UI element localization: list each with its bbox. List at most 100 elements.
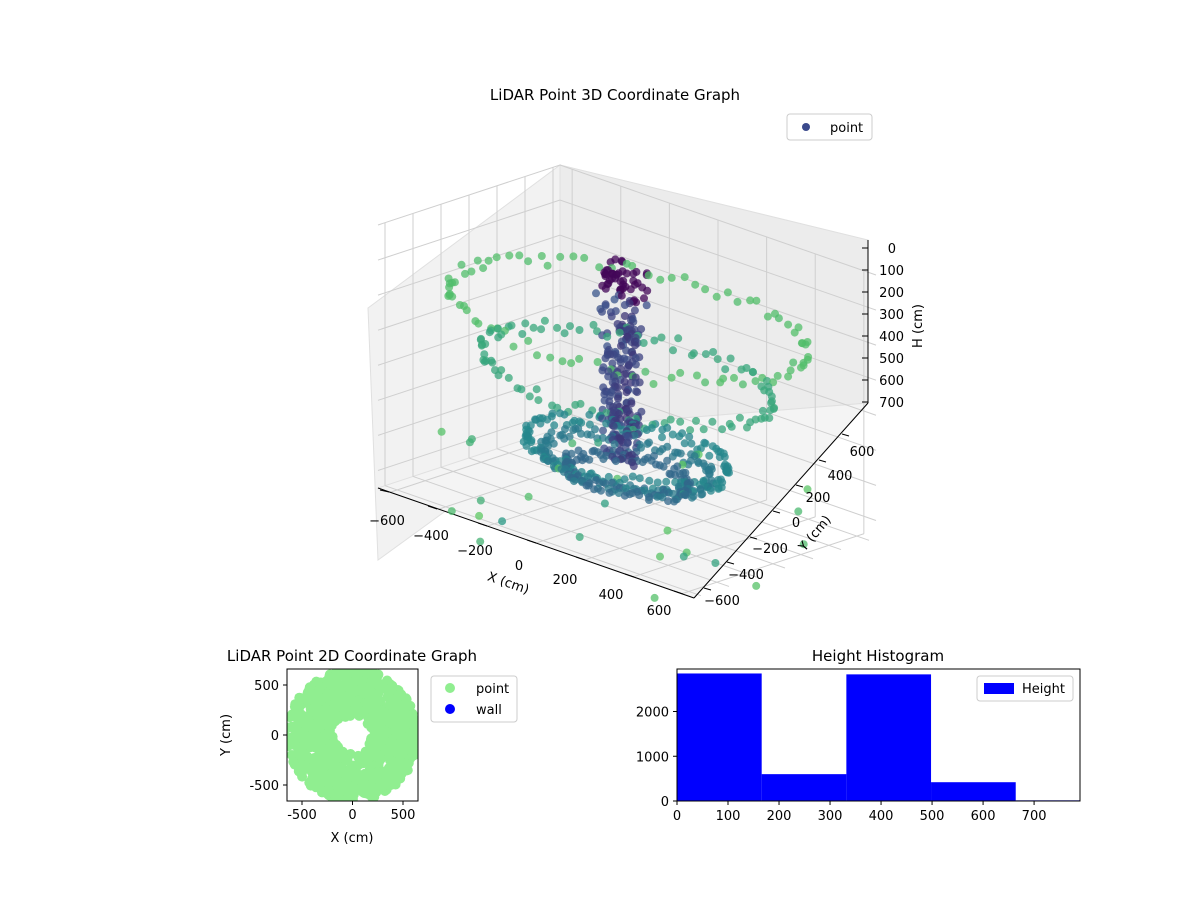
grid-line <box>377 199 877 311</box>
data-point-3d <box>656 275 665 284</box>
data-point-3d <box>556 252 565 261</box>
data-point-3d <box>630 306 639 315</box>
data-point-3d <box>546 353 555 362</box>
data-point-3d <box>752 581 761 590</box>
data-point-3d <box>718 425 727 434</box>
data-point-3d <box>663 526 672 535</box>
data-point-3d <box>475 511 484 520</box>
data-point-2d <box>303 694 314 705</box>
data-point-2d <box>379 683 390 694</box>
x-ticks-3d: −600 −400 −200 0 200 400 600 <box>369 489 684 619</box>
histogram-x-tick-label: 200 <box>767 809 792 824</box>
data-point-2d <box>313 694 324 705</box>
data-point-2d <box>405 700 416 711</box>
y-tick-label: 200 <box>806 491 831 506</box>
y-tick-label-2d: 500 <box>254 679 279 694</box>
y-axis-label-2d: Y (cm) <box>219 714 234 757</box>
data-point-3d <box>657 333 666 342</box>
data-point-3d <box>504 373 513 382</box>
data-point-3d <box>676 417 685 426</box>
data-point-3d <box>645 476 654 485</box>
grid-line <box>468 457 786 569</box>
data-point-3d <box>620 370 629 379</box>
y-axis-line <box>693 402 869 599</box>
data-point-3d <box>604 472 613 481</box>
data-point-3d <box>620 301 629 309</box>
data-point-3d <box>540 316 549 325</box>
data-point-3d <box>532 385 541 394</box>
data-point-2d <box>366 670 377 681</box>
data-point-3d <box>699 425 708 434</box>
data-point-2d <box>336 690 347 701</box>
data-point-3d <box>606 258 615 267</box>
data-point-3d <box>675 432 684 441</box>
data-point-3d <box>536 419 545 428</box>
data-point-3d <box>505 251 514 260</box>
data-point-3d <box>681 491 690 500</box>
data-point-3d <box>595 263 604 272</box>
data-point-2d <box>384 743 395 754</box>
data-point-3d <box>465 438 474 447</box>
data-point-2d <box>322 691 333 702</box>
data-point-3d <box>714 484 723 493</box>
data-point-3d <box>692 416 700 425</box>
data-point-3d <box>537 252 546 260</box>
data-point-3d <box>751 377 760 386</box>
data-point-3d <box>726 354 735 363</box>
data-point-3d <box>543 415 552 424</box>
data-point-3d <box>697 490 706 499</box>
data-point-2d <box>326 743 337 754</box>
data-point-3d <box>494 324 502 333</box>
data-point-3d <box>494 371 503 380</box>
data-point-3d <box>599 455 608 464</box>
data-point-2d <box>368 710 378 721</box>
z-axis-label-3d: H (cm) <box>911 304 926 348</box>
data-point-3d <box>687 439 696 448</box>
data-point-3d <box>509 342 518 351</box>
data-point-3d <box>457 260 466 269</box>
data-point-3d <box>485 328 494 337</box>
data-point-3d <box>644 271 653 280</box>
x-tick-label: 400 <box>599 588 624 603</box>
data-point-2d <box>304 777 315 788</box>
data-point-3d <box>629 462 638 471</box>
data-point-3d <box>445 283 454 292</box>
legend-2d: point wall <box>430 675 518 723</box>
histogram-bar <box>677 673 762 801</box>
data-point-3d <box>437 427 446 436</box>
x-tick-label: 0 <box>515 559 523 574</box>
data-point-3d <box>602 408 611 417</box>
data-point-3d <box>524 492 533 501</box>
data-point-2d <box>366 791 377 801</box>
data-point-3d <box>607 312 616 321</box>
data-point-3d <box>585 410 594 419</box>
data-point-3d <box>575 354 584 363</box>
data-point-3d <box>712 292 721 301</box>
data-point-2d <box>395 729 406 740</box>
data-point-3d <box>701 285 710 294</box>
data-point-2d <box>393 690 404 701</box>
histogram-x-tick-label: 500 <box>920 809 945 824</box>
data-point-3d <box>484 256 493 265</box>
data-point-3d <box>671 471 680 480</box>
y-axis-label-3d: Y (cm) <box>795 513 834 556</box>
data-point-2d <box>369 737 380 748</box>
data-point-3d <box>669 346 677 355</box>
legend-histogram: Height <box>976 675 1074 702</box>
data-point-2d <box>302 751 313 762</box>
plot-3d-title: LiDAR Point 3D Coordinate Graph <box>490 86 740 104</box>
histogram-x-tick-label: 400 <box>869 809 894 824</box>
data-point-3d <box>577 429 585 438</box>
data-point-3d <box>616 358 625 367</box>
data-point-3d <box>797 363 805 372</box>
data-point-3d <box>628 261 637 270</box>
data-point-3d <box>708 417 717 426</box>
histogram-x-tick-label: 300 <box>818 809 843 824</box>
grid-line <box>584 499 767 561</box>
data-point-3d <box>643 286 652 295</box>
data-point-3d <box>666 415 675 424</box>
data-point-2d <box>342 779 353 790</box>
data-point-2d <box>354 776 365 787</box>
data-point-3d <box>585 420 594 429</box>
